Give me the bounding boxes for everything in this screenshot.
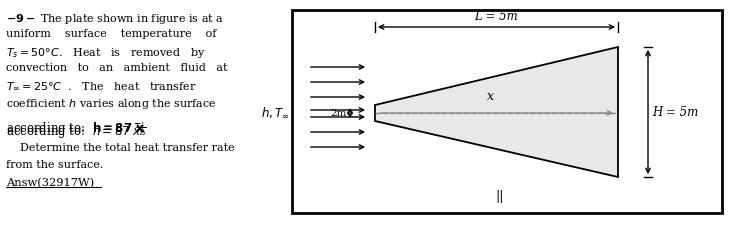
Text: from the surface.: from the surface.: [6, 160, 104, 170]
Text: ||: ||: [496, 190, 504, 203]
Text: coefficient $h$ varies along the surface: coefficient $h$ varies along the surface: [6, 97, 217, 111]
Text: L = 5m: L = 5m: [475, 10, 518, 23]
Text: convection   to   an   ambient   fluid   at: convection to an ambient fluid at: [6, 63, 227, 73]
Text: 2m: 2m: [331, 108, 347, 117]
Polygon shape: [375, 47, 618, 177]
Bar: [292, 10, 722, 213]
Text: x: x: [487, 90, 494, 103]
Text: $T_\infty = 25°C$  .   The   heat   transfer: $T_\infty = 25°C$ . The heat transfer: [6, 80, 196, 92]
Text: according to:  $\mathbf{h = 87\ x}$: according to: $\mathbf{h = 87\ x}$: [6, 120, 145, 137]
Text: Determine the total heat transfer rate: Determine the total heat transfer rate: [20, 143, 235, 153]
Text: according to:  $h = 87\ x^{\frac{1}{5}}$: according to: $h = 87\ x^{\frac{1}{5}}$: [6, 121, 146, 141]
Text: $^1$: $^1$: [134, 124, 140, 133]
Text: $\mathbf{-9-}$ The plate shown in figure is at a: $\mathbf{-9-}$ The plate shown in figure…: [6, 12, 224, 26]
Text: uniform    surface    temperature    of: uniform surface temperature of: [6, 29, 216, 39]
Text: Answ(32917W): Answ(32917W): [6, 178, 94, 188]
Text: $\overline{\ }$: $\overline{\ }$: [134, 118, 140, 127]
Text: $T_s = 50°C$.   Heat   is   removed   by: $T_s = 50°C$. Heat is removed by: [6, 46, 206, 60]
Text: $\!/\!_5$: $\!/\!_5$: [139, 124, 146, 138]
Text: $h,T_\infty$: $h,T_\infty$: [261, 106, 290, 120]
Text: H = 5m: H = 5m: [652, 106, 698, 119]
